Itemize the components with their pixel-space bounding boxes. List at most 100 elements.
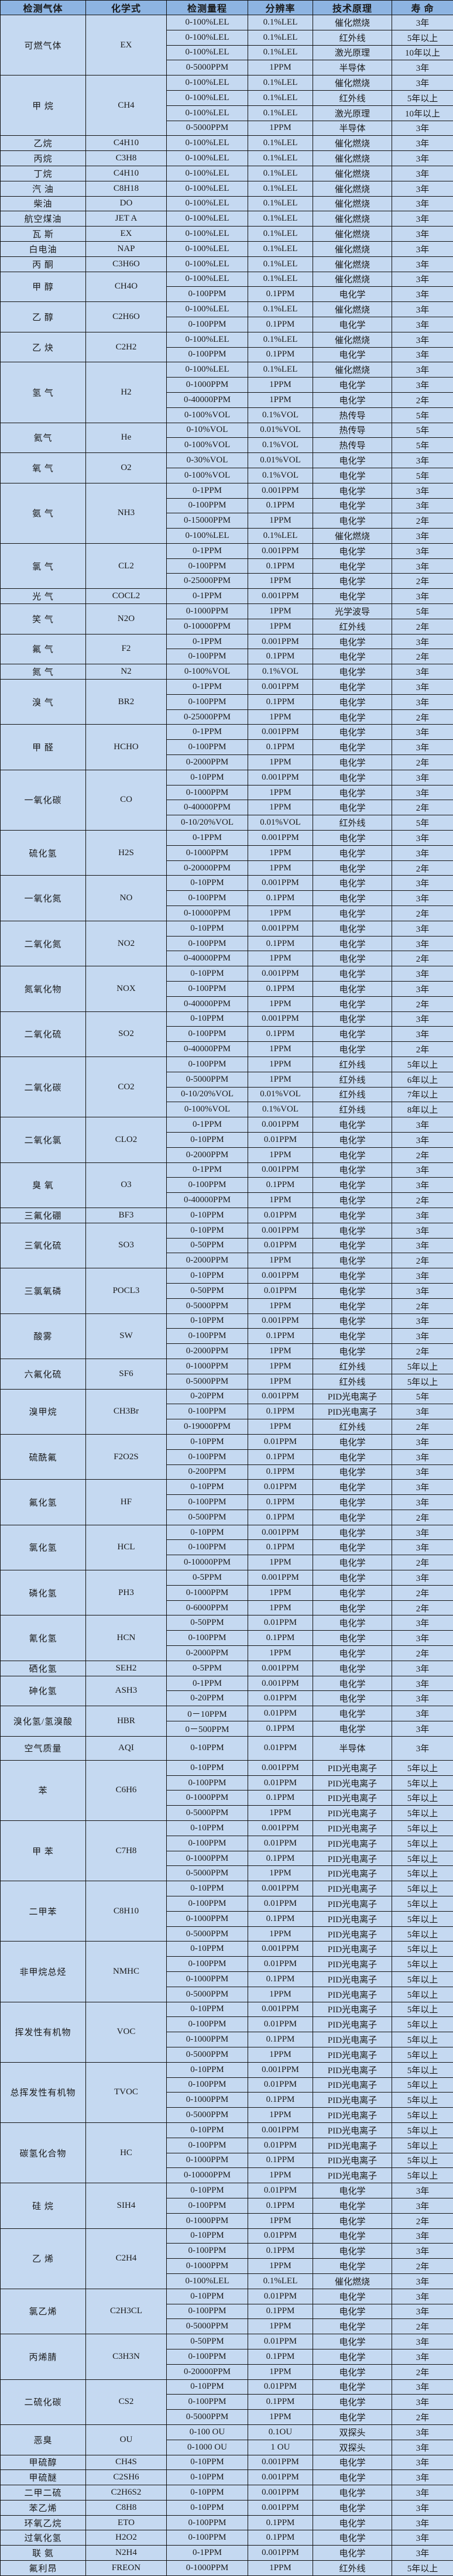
resolution-cell: 0.1PPM <box>248 2244 313 2259</box>
technology-cell: PID光电离子 <box>313 2138 392 2153</box>
range-cell: 0-200PPM <box>167 1464 248 1480</box>
resolution-cell: 1PPM <box>248 1298 313 1313</box>
resolution-cell: 1PPM <box>248 1359 313 1374</box>
gas-name-cell: 柴油 <box>1 196 86 211</box>
technology-cell: 电化学 <box>313 1253 392 1268</box>
resolution-cell: 0.1PPM <box>248 1449 313 1464</box>
technology-cell: PID光电离子 <box>313 1957 392 1972</box>
formula-cell: CH4S <box>86 2455 167 2470</box>
gas-name-cell: 空气质量 <box>1 1736 86 1760</box>
technology-cell: 催化燃烧 <box>313 241 392 256</box>
resolution-cell: 1PPM <box>248 1555 313 1570</box>
technology-cell: PID光电离子 <box>313 1775 392 1790</box>
range-cell: 0-100PPM <box>167 649 248 664</box>
technology-cell: 电化学 <box>313 1495 392 1510</box>
range-cell: 0-100PPM <box>167 347 248 362</box>
resolution-cell: 0.001PPM <box>248 1117 313 1133</box>
technology-cell: 电化学 <box>313 1147 392 1162</box>
lifespan-cell: 3年 <box>392 362 453 378</box>
lifespan-cell: 5年 <box>392 1389 453 1404</box>
range-cell: 0-5000PPM <box>167 2410 248 2425</box>
range-cell: 0-100PPM <box>167 1631 248 1646</box>
technology-cell: 电化学 <box>313 1027 392 1042</box>
lifespan-cell: 5年以上 <box>392 1775 453 1790</box>
gas-name-cell: 挥发性有机物 <box>1 2002 86 2062</box>
range-cell: 0-25000PPM <box>167 574 248 589</box>
lifespan-cell: 2年 <box>392 1042 453 1057</box>
lifespan-cell: 3年 <box>392 2470 453 2485</box>
formula-cell: F2 <box>86 634 167 664</box>
technology-cell: 电化学 <box>313 891 392 906</box>
range-cell: 0-10PPM <box>167 2289 248 2304</box>
lifespan-cell: 3年 <box>392 1011 453 1027</box>
header-row: 检测气体 化学式 检测量程 分辨率 技术原理 寿 命 <box>1 1 453 15</box>
gas-name-cell: 乙 醇 <box>1 302 86 332</box>
range-cell: 0-100%LEL <box>167 241 248 256</box>
resolution-cell: 1PPM <box>248 1147 313 1162</box>
range-cell: 0-40000PPM <box>167 392 248 407</box>
technology-cell: 电化学 <box>313 378 392 393</box>
technology-cell: 双探头 <box>313 2424 392 2440</box>
lifespan-cell: 2年 <box>392 1298 453 1313</box>
resolution-cell: 0.1%LEL <box>248 227 313 242</box>
resolution-cell: 0.1PPM <box>248 347 313 362</box>
technology-cell: 电化学 <box>313 1449 392 1464</box>
range-cell: 0-100%VOL <box>167 664 248 680</box>
range-cell: 0-100PPM <box>167 498 248 513</box>
range-cell: 0-100%VOL <box>167 468 248 483</box>
lifespan-cell: 3年 <box>392 876 453 891</box>
resolution-cell: 0.01PPM <box>248 2183 313 2198</box>
technology-cell: 电化学 <box>313 1600 392 1615</box>
range-cell: 0-100PPM <box>167 287 248 302</box>
technology-cell: PID光电离子 <box>313 1972 392 1987</box>
lifespan-cell: 3年 <box>392 2289 453 2304</box>
technology-cell: 光学波导 <box>313 604 392 619</box>
lifespan-cell: 3年 <box>392 1464 453 1480</box>
technology-cell: 电化学 <box>313 2349 392 2364</box>
range-cell: 0-10PPM <box>167 1208 248 1223</box>
lifespan-cell: 3年 <box>392 2183 453 2198</box>
lifespan-cell: 2年 <box>392 392 453 407</box>
range-cell: 0-40000PPM <box>167 1042 248 1057</box>
resolution-cell: 0.1PPM <box>248 2304 313 2319</box>
technology-cell: 电化学 <box>313 392 392 407</box>
formula-cell: He <box>86 423 167 453</box>
lifespan-cell: 5年以上 <box>392 1881 453 1896</box>
resolution-cell: 0.001PPM <box>248 589 313 604</box>
gas-name-cell: 苯 <box>1 1760 86 1820</box>
range-cell: 0-100%LEL <box>167 529 248 544</box>
technology-cell: 电化学 <box>313 558 392 574</box>
formula-cell: HBR <box>86 1706 167 1737</box>
lifespan-cell: 3年 <box>392 921 453 936</box>
gas-name-cell: 汽 油 <box>1 181 86 196</box>
resolution-cell: 0.01PPM <box>248 1132 313 1147</box>
gas-name-cell: 氟化氢 <box>1 1480 86 1525</box>
resolution-cell: 0.1%LEL <box>248 45 313 60</box>
lifespan-cell: 5年以上 <box>392 1896 453 1912</box>
technology-cell: 电化学 <box>313 2334 392 2349</box>
gas-name-cell: 丙烷 <box>1 151 86 166</box>
resolution-cell: 0.001PPM <box>248 966 313 982</box>
lifespan-cell: 3年 <box>392 2379 453 2395</box>
formula-cell: SO3 <box>86 1223 167 1268</box>
lifespan-cell: 3年 <box>392 589 453 604</box>
lifespan-cell: 3年 <box>392 1525 453 1540</box>
lifespan-cell: 5年以上 <box>392 1987 453 2002</box>
lifespan-cell: 5年 <box>392 604 453 619</box>
technology-cell: 电化学 <box>313 709 392 725</box>
lifespan-cell: 3年 <box>392 1404 453 1419</box>
range-cell: 0-100PPM <box>167 1178 248 1193</box>
formula-cell: O2 <box>86 453 167 483</box>
lifespan-cell: 3年 <box>392 529 453 544</box>
formula-cell: C3H6O <box>86 256 167 272</box>
range-cell: 0-100PPM <box>167 1495 248 1510</box>
